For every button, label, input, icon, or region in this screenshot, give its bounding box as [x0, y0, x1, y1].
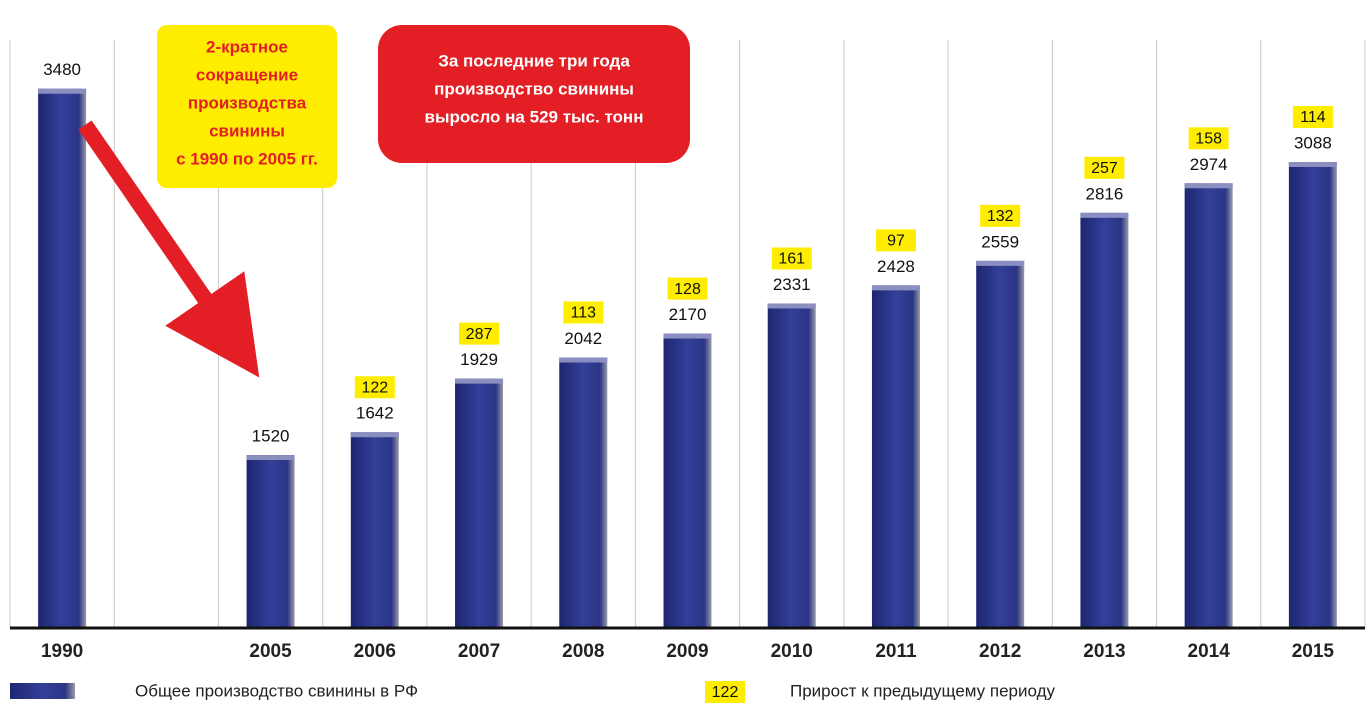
increment-label: 97: [887, 233, 905, 250]
bar-highlight: [351, 432, 399, 437]
annotation-text: с 1990 по 2005 гг.: [176, 149, 318, 168]
annotation-text: 2-кратное: [206, 37, 288, 56]
bar-highlight: [872, 285, 920, 290]
bar-highlight: [768, 303, 816, 308]
x-tick-label: 2009: [666, 641, 708, 662]
bar-highlight: [38, 89, 86, 94]
increment-label: 113: [571, 305, 597, 322]
x-tick-label: 1990: [41, 641, 83, 662]
legend-label: Прирост к предыдущему периоду: [790, 681, 1056, 700]
bar: [351, 432, 399, 627]
bar: [664, 334, 712, 627]
value-label: 2331: [773, 275, 811, 294]
value-label: 3088: [1294, 133, 1332, 152]
value-label: 1929: [460, 350, 498, 369]
x-tick-label: 2005: [249, 641, 292, 662]
bar-highlight: [664, 334, 712, 339]
bar: [1185, 183, 1233, 627]
value-label: 2170: [669, 305, 707, 324]
x-tick-label: 2010: [771, 641, 813, 662]
legend-label: Общее производство свинины в РФ: [135, 681, 418, 700]
bar: [247, 455, 295, 627]
x-tick-label: 2012: [979, 641, 1021, 662]
increment-label: 161: [778, 251, 805, 268]
increment-label: 287: [466, 326, 493, 343]
bar: [976, 261, 1024, 627]
annotation-text: производство свинины: [434, 79, 634, 98]
value-label: 1520: [252, 427, 290, 446]
bar: [872, 285, 920, 627]
legend-swatch: [10, 683, 75, 699]
x-tick-label: 2007: [458, 641, 500, 662]
annotation-text: свинины: [209, 121, 285, 140]
value-label: 2816: [1086, 184, 1124, 203]
bar-highlight: [976, 261, 1024, 266]
x-tick-label: 2015: [1292, 641, 1335, 662]
value-label: 2974: [1190, 155, 1228, 174]
value-label: 2559: [981, 232, 1019, 251]
bar: [768, 303, 816, 627]
x-tick-label: 2006: [354, 641, 396, 662]
increment-label: 132: [987, 208, 1014, 225]
annotation-text: выросло на 529 тыс. тонн: [425, 107, 644, 126]
bar-highlight: [559, 357, 607, 362]
bar: [559, 357, 607, 627]
bar: [455, 379, 503, 627]
x-tick-label: 2013: [1083, 641, 1125, 662]
value-label: 2042: [564, 329, 602, 348]
bar-highlight: [247, 455, 295, 460]
annotation-text: За последние три года: [438, 51, 630, 70]
increment-label: 257: [1091, 160, 1118, 177]
bar: [38, 89, 86, 627]
bar: [1080, 213, 1128, 627]
increment-label: 122: [361, 379, 388, 396]
legend: Общее производство свинины в РФ 122 Прир…: [10, 681, 1056, 703]
bar-highlight: [1080, 213, 1128, 218]
value-label: 1642: [356, 404, 394, 423]
increment-label: 114: [1300, 109, 1326, 126]
bar-highlight: [455, 379, 503, 384]
value-label: 3480: [43, 60, 81, 79]
annotation-text: сокращение: [196, 65, 298, 84]
increment-label: 128: [674, 281, 701, 298]
bar-highlight: [1289, 162, 1337, 167]
x-tick-label: 2014: [1188, 641, 1231, 662]
x-tick-label: 2011: [875, 641, 917, 662]
increment-label: 158: [1195, 131, 1222, 148]
x-tick-label: 2008: [562, 641, 604, 662]
value-label: 2428: [877, 257, 915, 276]
legend-sample: 122: [712, 684, 739, 701]
bar: [1289, 162, 1337, 627]
bar-highlight: [1185, 183, 1233, 188]
chart: 3480 1520 1642 122 1929 287 2042 113 2170 128 2331…: [0, 0, 1369, 706]
annotation-text: производства: [188, 93, 307, 112]
